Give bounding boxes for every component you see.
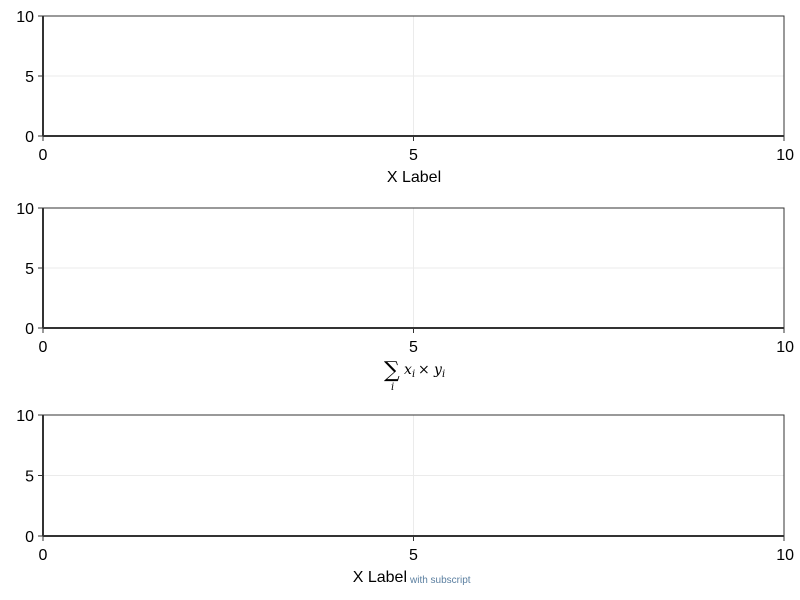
y-tick-label: 10: [16, 408, 34, 425]
y-tick-label: 0: [25, 321, 34, 338]
panel-1-xlabel: X Label: [387, 169, 441, 186]
y-tick-label: 0: [25, 129, 34, 146]
math-y-sub: i: [442, 369, 445, 380]
panel-2: 0 5 10 0 5 10: [16, 201, 794, 356]
math-y: y: [433, 362, 443, 378]
panel-1: 0 5 10 0 5 10: [16, 9, 794, 164]
y-tick-label: 5: [25, 69, 34, 86]
x-tick-label: 0: [39, 547, 48, 564]
panel-3-xlabel-subscript: with subscript: [409, 575, 471, 586]
x-tick-label: 10: [776, 339, 794, 356]
x-tick-label: 5: [409, 339, 418, 356]
y-tick-label: 10: [16, 201, 34, 218]
math-x-sub: i: [412, 369, 415, 380]
x-tick-label: 0: [39, 147, 48, 164]
y-tick-label: 10: [16, 9, 34, 26]
y-tick-label: 5: [25, 469, 34, 486]
panel-3-xlabel: X Label: [353, 569, 407, 586]
sum-index: i: [391, 382, 394, 393]
math-x: x: [404, 362, 412, 378]
x-tick-label: 10: [776, 147, 794, 164]
math-times: ×: [418, 362, 430, 378]
x-tick-label: 5: [409, 147, 418, 164]
x-tick-label: 0: [39, 339, 48, 356]
panel-3: 0 5 10 0 5 10: [16, 408, 794, 564]
y-tick-label: 5: [25, 261, 34, 278]
panel-2-xlabel-math: ∑ i x i × y i: [384, 358, 445, 393]
x-tick-label: 5: [409, 547, 418, 564]
x-tick-label: 10: [776, 547, 794, 564]
y-tick-label: 0: [25, 529, 34, 546]
sum-symbol: ∑: [384, 358, 400, 383]
